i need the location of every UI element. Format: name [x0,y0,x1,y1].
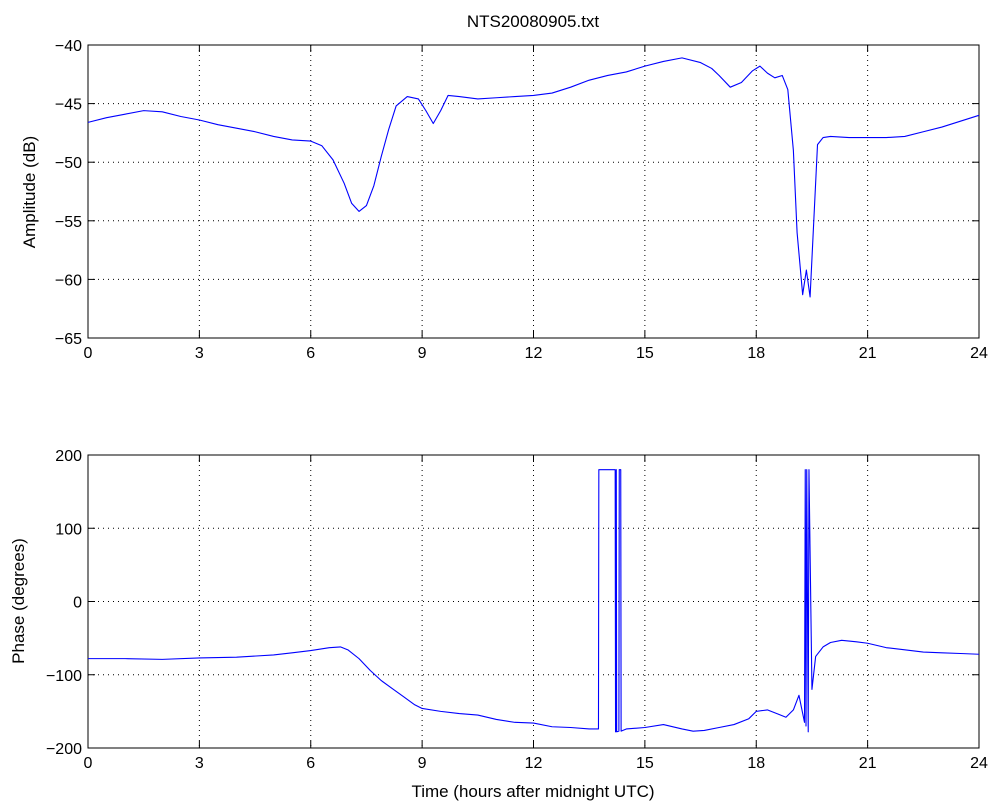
amplitude-plot: NTS20080905.txt 0 3 6 9 12 15 18 21 24 −65 −60 −55 −… [20,12,988,362]
phase-x-tick-label: 12 [525,755,543,772]
phase-y-tick-label: 200 [55,448,82,465]
phase-y-axis-label: Phase (degrees) [9,538,28,664]
phase-x-tick-label: 24 [970,755,988,772]
chart-title: NTS20080905.txt [467,12,600,31]
amplitude-x-tick-label: 6 [306,345,315,362]
phase-y-tick-label: −100 [46,668,82,685]
amplitude-y-tick-label: −60 [55,272,82,289]
amplitude-x-tick-label: 3 [195,345,204,362]
x-axis-label: Time (hours after midnight UTC) [411,782,654,801]
amplitude-y-tick-label: −45 [55,97,82,114]
phase-x-tick-label: 9 [418,755,427,772]
amplitude-x-tick-label: 18 [747,345,765,362]
amplitude-y-tick-label: −40 [55,38,82,55]
phase-x-tick-label: 3 [195,755,204,772]
amplitude-x-tick-label: 9 [418,345,427,362]
phase-plot: 0 3 6 9 12 15 18 21 24 −200 −100 0 100 200 Phase (deg… [9,448,988,801]
phase-y-tick-label: 100 [55,521,82,538]
amplitude-y-tick-label: −50 [55,155,82,172]
phase-line [88,469,980,733]
phase-x-tick-label: 6 [306,755,315,772]
amplitude-line [87,57,980,298]
amplitude-x-tick-label: 12 [525,345,543,362]
amplitude-y-tick-label: −55 [55,214,82,231]
amplitude-x-tick-label: 21 [859,345,877,362]
phase-x-tick-label: 18 [747,755,765,772]
phase-x-tick-label: 0 [84,755,93,772]
amplitude-y-axis-label: Amplitude (dB) [20,136,39,248]
phase-y-tick-label: 0 [73,595,82,612]
amplitude-x-tick-label: 0 [84,345,93,362]
phase-x-tick-label: 21 [859,755,877,772]
phase-y-tick-label: −200 [46,741,82,758]
amplitude-x-tick-label: 15 [636,345,654,362]
phase-x-tick-label: 15 [636,755,654,772]
amplitude-plot-frame [87,44,980,339]
amplitude-y-tick-label: −65 [55,331,82,348]
amplitude-x-tick-label: 24 [970,345,988,362]
